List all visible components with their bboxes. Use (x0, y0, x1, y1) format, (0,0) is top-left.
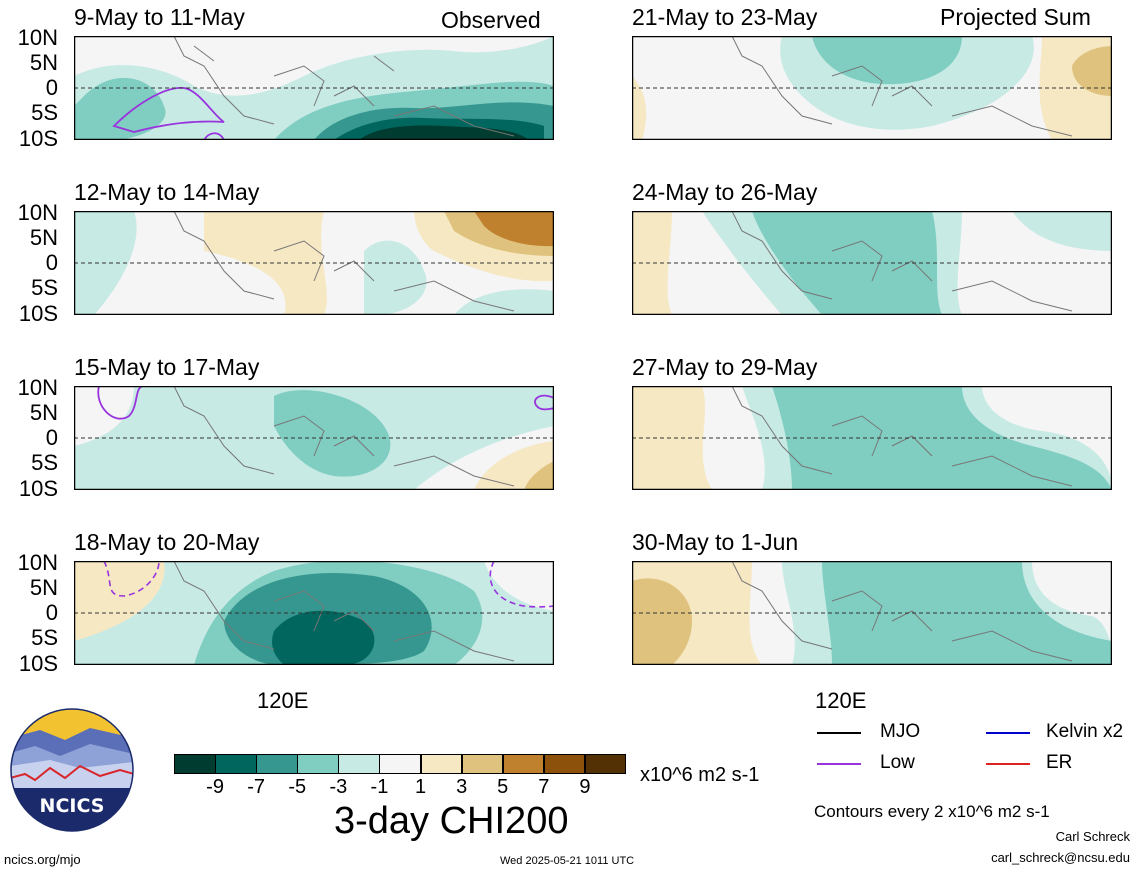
colorbar-tick-label: 1 (414, 776, 427, 798)
map-panel (74, 211, 554, 315)
lat-label: 5N (29, 50, 58, 75)
lon-label: 120E (815, 688, 867, 713)
legend-label-er: ER (1046, 752, 1073, 773)
colorbar-tick-label: 3 (456, 776, 468, 798)
lat-label: 5N (29, 225, 58, 250)
author: Carl Schreck (1055, 829, 1130, 844)
panel-tag: Projected Sum (940, 4, 1091, 30)
colorbar-swatch (338, 754, 380, 774)
colorbar-swatches (174, 754, 627, 774)
lat-label: 10N (17, 550, 58, 575)
map-panel (632, 36, 1112, 140)
panel-title: 21-May to 23-May (632, 4, 818, 30)
colorbar-units: x10^6 m2 s-1 (640, 764, 760, 786)
colorbar-tick-label: -1 (370, 776, 389, 798)
lat-label: 0 (45, 250, 58, 275)
legend-label-kelvin: Kelvin x2 (1046, 721, 1124, 742)
colorbar-swatch (174, 754, 216, 774)
site-link[interactable]: ncics.org/mjo (4, 852, 81, 867)
colorbar-tick-label: 9 (579, 776, 591, 798)
logo-text: NCICS (40, 795, 105, 817)
panel-title: 15-May to 17-May (74, 354, 260, 380)
author-email[interactable]: carl_schreck@ncsu.edu (991, 850, 1130, 865)
lat-label: 5S (31, 450, 58, 475)
legend-label-low: Low (880, 752, 915, 773)
colorbar-swatch (379, 754, 422, 774)
colorbar-tick-label: -5 (288, 776, 307, 798)
lat-label: 10N (17, 25, 58, 50)
panel-tag: Observed (441, 7, 541, 33)
colorbar-tick-label: -9 (206, 776, 224, 798)
colorbar-swatch (420, 754, 463, 774)
colorbar-swatch (215, 754, 257, 774)
lat-label: 10S (18, 301, 58, 326)
colorbar-swatch (502, 754, 545, 774)
lat-label: 5S (31, 625, 58, 650)
legend-line-mjo (817, 732, 861, 734)
lat-label: 5N (29, 400, 58, 425)
lat-label: 10S (18, 126, 58, 151)
lat-label: 0 (45, 425, 58, 450)
map-panel (74, 386, 554, 490)
colorbar-swatch (461, 754, 504, 774)
legend-line-kelvin (986, 732, 1030, 734)
legend-line-er (986, 763, 1030, 765)
colorbar-title: 3-day CHI200 (334, 800, 569, 842)
lat-label: 10N (17, 200, 58, 225)
colorbar (174, 754, 627, 774)
colorbar-tick-label: -7 (247, 776, 266, 798)
colorbar-swatch (297, 754, 339, 774)
panel-title: 27-May to 29-May (632, 354, 818, 380)
map-panel (74, 36, 554, 140)
panel-title: 12-May to 14-May (74, 179, 260, 205)
lat-label: 5N (29, 575, 58, 600)
lat-label: 10N (17, 375, 58, 400)
colorbar-tick-label: 5 (497, 776, 509, 798)
colorbar-ticks: -9 -7 -5 -3 -1 1 3 5 7 9 (174, 776, 626, 800)
colorbar-tick-label: 7 (538, 776, 550, 798)
colorbar-swatch (256, 754, 298, 774)
panel-title: 9-May to 11-May (74, 4, 245, 30)
lon-label: 120E (257, 688, 309, 713)
legend-line-low (817, 763, 861, 765)
panel-title: 18-May to 20-May (74, 529, 260, 555)
ncics-logo: NCICS (10, 708, 134, 832)
lat-label: 0 (45, 600, 58, 625)
lat-label: 0 (45, 75, 58, 100)
map-panel (632, 561, 1112, 665)
colorbar-swatch (543, 754, 586, 774)
panel-title: 30-May to 1-Jun (632, 529, 799, 555)
timestamp: Wed 2025-05-21 1011 UTC (500, 855, 635, 867)
contours-note: Contours every 2 x10^6 m2 s-1 (814, 802, 1050, 821)
lat-label: 10S (18, 651, 58, 676)
panel-title: 24-May to 26-May (632, 179, 818, 205)
lat-label: 5S (31, 275, 58, 300)
lat-label: 10S (18, 476, 58, 501)
map-panel (74, 561, 554, 665)
colorbar-swatch (584, 754, 627, 774)
map-panel (632, 386, 1112, 490)
colorbar-tick-label: -3 (329, 776, 348, 798)
map-panel (632, 211, 1112, 315)
legend-label-mjo: MJO (880, 721, 921, 742)
lat-label: 5S (31, 100, 58, 125)
